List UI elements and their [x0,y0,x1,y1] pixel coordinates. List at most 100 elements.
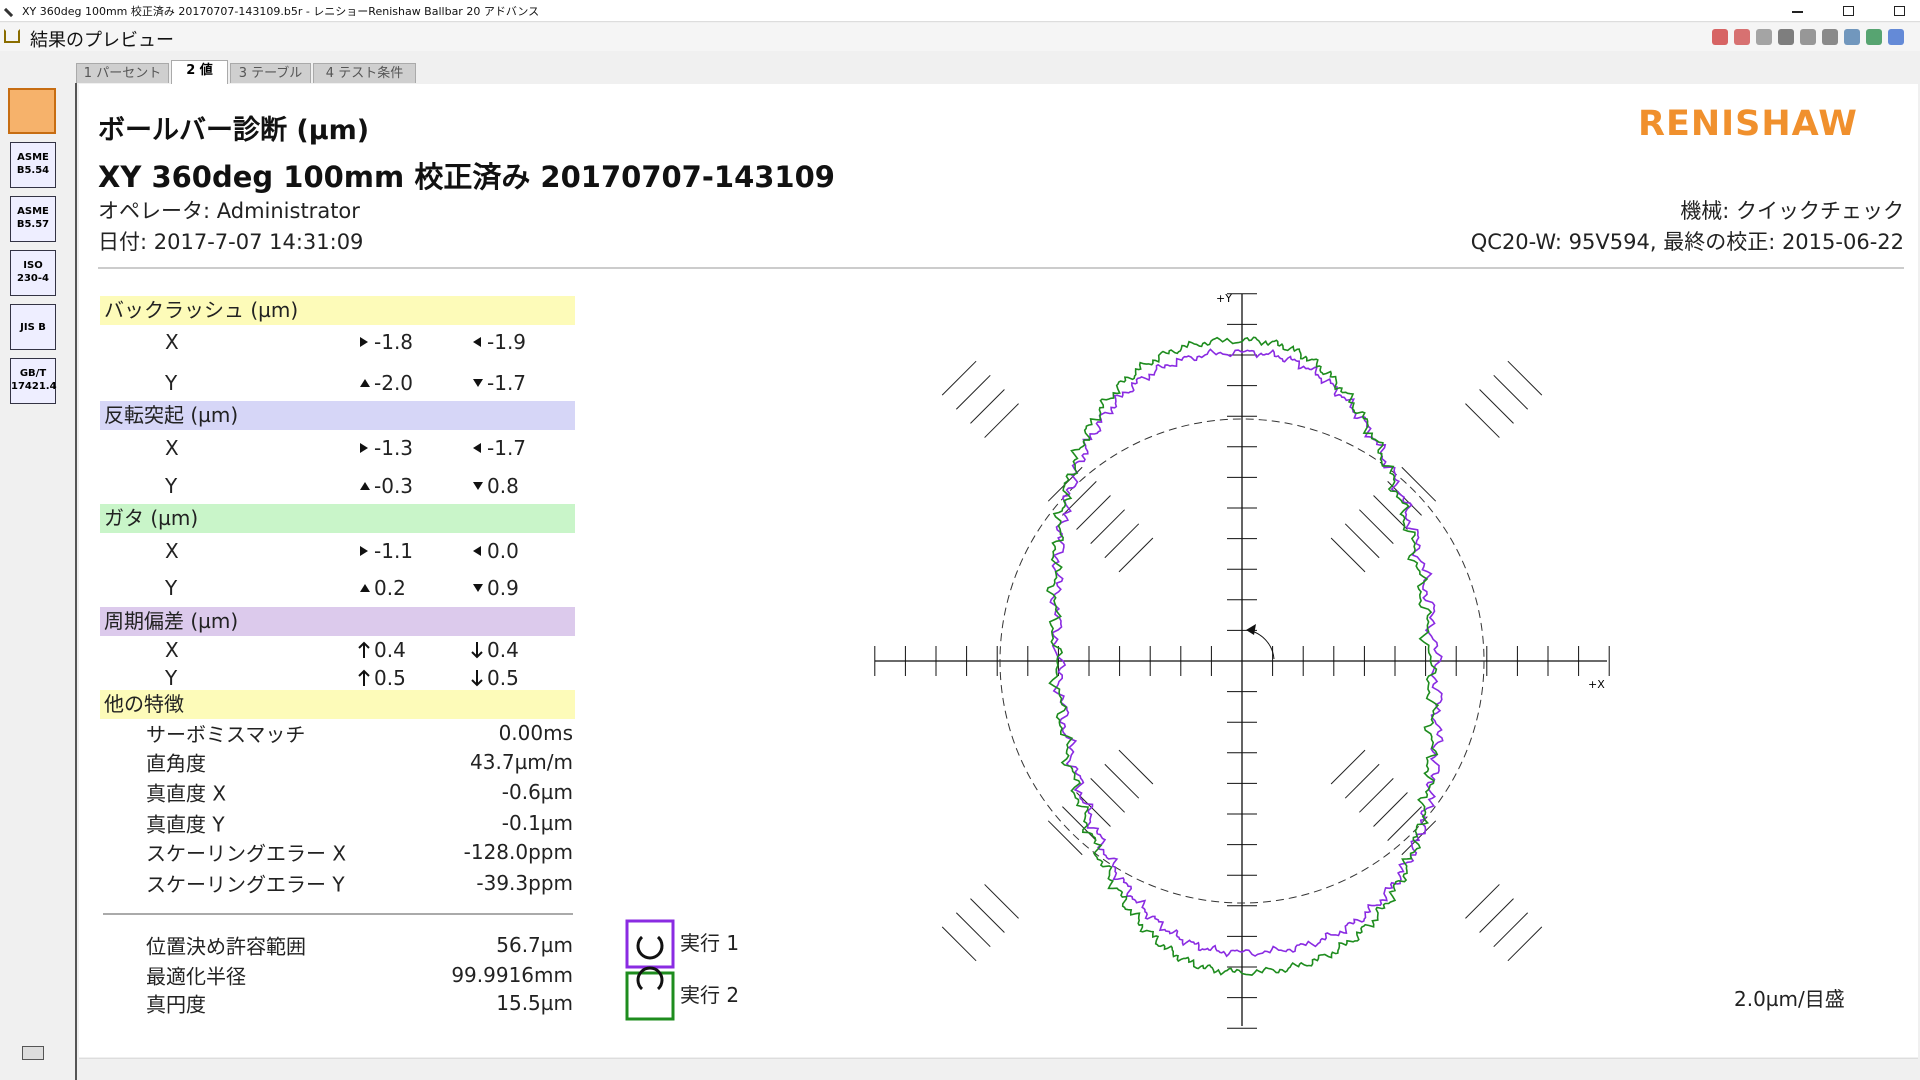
report-title: ボールバー診断 (µm) [98,115,370,146]
diagonal-tick [1387,806,1422,841]
arrow-icon [473,546,481,556]
diagonal-tick [1401,466,1437,502]
tab[interactable]: 4 テスト条件 [313,63,416,83]
direction-arrow [1246,629,1275,660]
report-page [79,84,1918,1057]
toolbar-icon[interactable] [1734,29,1750,45]
diagonal-tick [1047,820,1083,856]
toolbar-icon[interactable] [1756,29,1772,45]
trace [1046,336,1440,976]
value: 0.2 [374,576,406,600]
sidebar-icon-label: 230-4 [17,273,49,284]
item-label: 真直度 X [146,781,227,806]
sidebar-keyboard-icon[interactable] [22,1046,44,1060]
item-value: 0.00ms [498,721,573,745]
diagonal-tick [1330,749,1366,785]
sidebar-icon-label: JIS B [20,322,46,333]
tab[interactable]: 1 パーセント [76,63,169,83]
arrow-glyph [471,670,483,687]
arrow-icon [473,379,483,387]
toolbar-icon[interactable] [1844,29,1860,45]
axis-label: Y [165,576,178,600]
brand-logo: RENISHAW [1638,104,1858,144]
home-icon[interactable] [4,29,20,43]
diagonal-tick [1479,898,1514,933]
arrow-icon [360,443,368,453]
sidebar [0,83,77,1080]
item-label: スケーリングエラー Y [146,872,345,897]
section-header: バックラッシュ (µm) [100,296,575,325]
toolbar-icon[interactable] [1712,29,1728,45]
value: 0.5 [487,666,519,690]
value: 0.9 [487,576,519,600]
maximize-button[interactable] [1843,6,1854,16]
arrow-icon [473,443,481,453]
axis-label: X [165,638,179,662]
horizontal-scrollbar[interactable] [79,1058,1918,1080]
item-label: スケーリングエラー X [146,841,347,866]
sidebar-icon[interactable] [8,88,56,134]
diagonal-tick [1090,509,1125,544]
minimize-button[interactable] [1792,11,1803,13]
item-value: 43.7µm/m [470,750,573,774]
arrow-icon [358,641,370,659]
legend-swatch [625,971,675,1021]
arrow-glyph [471,642,483,659]
arrow-icon [360,482,370,490]
toolbar-icon[interactable] [1778,29,1794,45]
toolbar-icon[interactable] [1866,29,1882,45]
divider [103,913,573,915]
x-axis-label: +X [1588,678,1605,691]
value: -1.7 [487,436,527,460]
toolbar-icon[interactable] [1800,29,1816,45]
item-label: 真直度 Y [146,812,225,837]
toolbar-icon[interactable] [1888,29,1904,45]
report-subtitle: XY 360deg 100mm 校正済み 20170707-143109 [98,160,835,194]
arrow-icon [473,337,481,347]
diagonal-tick [1465,403,1500,438]
close-button[interactable] [1894,6,1905,16]
diagonal-tick [941,360,977,396]
sidebar-icon-label: ISO [23,260,43,271]
sidebar-icon[interactable]: ASME B5.54 [10,142,56,188]
diagonal-tick [1330,537,1366,573]
axis-label: X [165,436,179,460]
diagonal-tick [984,884,1019,919]
sidebar-icon[interactable]: JIS B [10,304,56,350]
divider [98,267,1904,269]
diagonal-tick [955,374,991,410]
tab[interactable]: 3 テーブル [230,63,311,83]
axis-label: X [165,330,179,354]
diagonal-tick [1076,495,1111,530]
y-axis-label: +Y [1216,292,1232,305]
value: 0.4 [374,638,406,662]
diagonal-tick [1118,537,1154,573]
diagonal-tick [1062,481,1097,516]
value: -0.3 [374,474,414,498]
toolbar-icon[interactable] [1822,29,1838,45]
axis-label: Y [165,474,178,498]
item-label: 直角度 [146,751,206,776]
tab[interactable]: 2 値 [171,60,228,84]
value: 0.5 [374,666,406,690]
sidebar-icon-label: B5.57 [16,219,50,230]
item-value: -128.0ppm [463,840,573,864]
summary-value: 56.7µm [496,933,573,957]
title-bar [0,0,1920,22]
value: -1.1 [374,539,414,563]
sidebar-icon[interactable]: ISO 230-4 [10,250,56,296]
item-value: -0.1µm [501,811,573,835]
sidebar-icon-label: 17421.4 [11,381,57,392]
summary-label: 最適化半径 [146,964,246,989]
sidebar-icon[interactable]: ASME B5.57 [10,196,56,242]
arrow-glyph [358,669,370,686]
operator: オペレータ: Administrator [98,199,360,223]
arrow-icon [360,546,368,556]
sidebar-icon[interactable]: GB/T 17421.4 [10,358,57,404]
summary-label: 位置決め許容範囲 [146,934,306,959]
sidebar-icon-label: GB/T [19,368,47,379]
toolbar-title: 結果のプレビュー [30,30,174,51]
reference-circle [999,418,1485,904]
